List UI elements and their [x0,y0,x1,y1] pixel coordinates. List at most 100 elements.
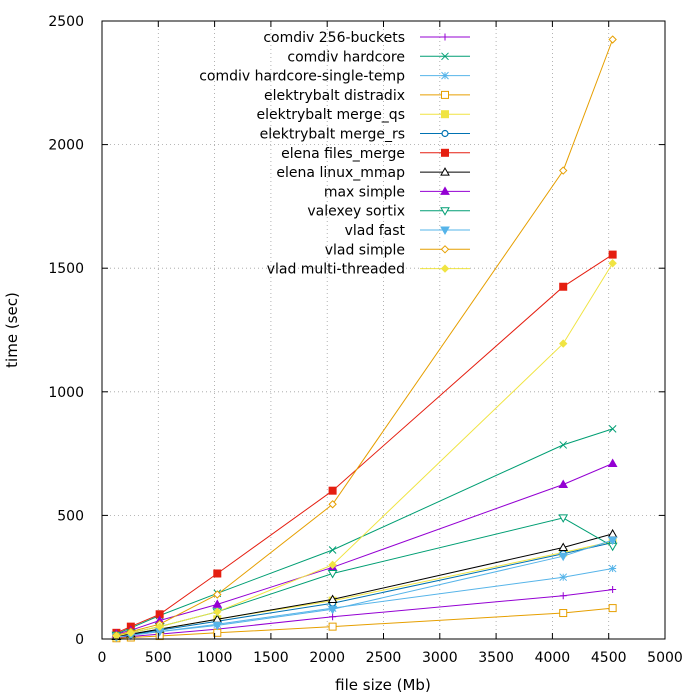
data-point [327,569,338,579]
data-point [559,282,568,291]
legend-label: vlad multi-threaded [267,262,405,278]
series-elena-linux-mmap [111,528,618,641]
y-tick-label: 2500 [48,14,84,30]
legend-item: elektrybalt distradix [264,88,470,104]
legend-label: comdiv 256-buckets [263,30,405,46]
data-point [328,622,337,631]
series-line [116,542,613,638]
data-point [440,186,450,195]
x-axis-title: file size (Mb) [335,676,431,694]
data-point [607,536,618,546]
series-line [116,428,613,635]
legend-label: comdiv hardcore-single-temp [199,69,405,85]
data-point [441,33,449,41]
series-elektrybalt-distradix [112,604,617,643]
data-point [441,52,449,61]
series-max-simple [111,458,618,638]
legend-item: max simple [324,184,470,200]
data-point [329,613,337,621]
legend-item: elena files_merge [281,146,470,162]
series-comdiv-hardcore-single-temp [112,564,617,641]
y-tick-label: 0 [75,632,84,648]
x-tick-label: 4500 [591,650,627,666]
series-line [116,607,613,639]
data-point [440,245,450,254]
data-point [440,207,450,216]
data-point [608,604,617,613]
x-tick-label: 500 [145,650,172,666]
data-point [608,259,617,268]
data-point [559,573,568,582]
legend-label: elena files_merge [281,146,405,162]
data-point [558,542,569,552]
legend-label: elektrybalt distradix [264,88,405,104]
data-point [440,167,450,176]
legend-label: vlad fast [345,223,406,239]
data-point [558,552,569,562]
data-point [440,226,450,236]
legend-item: elektrybalt merge_rs [260,127,470,143]
data-point [155,622,164,631]
x-tick-label: 3500 [478,650,514,666]
y-tick-label: 2000 [48,138,84,154]
data-point [559,441,568,449]
data-point [441,90,449,99]
data-point [607,458,618,467]
data-point [559,609,568,618]
data-point [608,425,617,433]
series-line [116,539,613,638]
x-tick-label: 1500 [253,650,289,666]
y-tick-label: 1000 [48,385,84,401]
series-vlad-multi-threaded [112,259,617,641]
data-point [609,586,617,594]
legend-item: valexey sortix [307,204,470,220]
data-point [112,631,121,641]
series-comdiv-hardcore [112,425,617,638]
y-tick-label: 500 [57,508,84,524]
data-point [608,250,617,259]
data-point [126,628,136,638]
axis-ticks: 0 500 1000 1500 2000 2500 3000 3500 4000 4500 5000… [48,14,682,666]
data-point [327,594,338,603]
data-point [441,148,449,157]
x-tick-label: 2000 [309,650,345,666]
data-point [607,528,618,538]
legend-item: comdiv hardcore-single-temp [199,69,470,85]
series-elena-files-merge [112,250,617,637]
data-point [327,605,338,615]
data-point [212,599,223,608]
data-point [559,339,568,348]
legend-label: valexey sortix [307,204,405,220]
series-layer [111,35,618,643]
data-point [559,592,567,600]
legend-item: comdiv 256-buckets [263,30,470,46]
data-point [328,546,337,554]
data-point [213,569,222,578]
y-axis-title: time (sec) [3,292,21,368]
data-point [441,71,449,80]
legend-label: vlad simple [325,242,405,258]
data-point [558,479,569,488]
series-line [116,568,613,638]
legend-item: elektrybalt merge_qs [257,107,470,123]
x-tick-label: 4000 [535,650,571,666]
legend-label: elektrybalt merge_qs [257,107,406,123]
x-tick-label: 0 [98,650,107,666]
data-point [441,129,449,138]
legend: comdiv 256-buckets comdiv hardcore comdiv … [199,30,470,278]
data-point [213,590,222,599]
data-point [213,607,222,617]
data-point [559,166,568,175]
data-point [608,35,617,44]
data-point [440,264,450,273]
legend-item: vlad fast [345,223,470,239]
legend-item: vlad multi-threaded [267,262,470,278]
data-point [328,560,337,570]
series-line [116,254,613,634]
data-point [328,500,337,509]
x-tick-label: 5000 [647,650,683,666]
grid [102,21,665,639]
y-tick-label: 1500 [48,261,84,277]
legend-label: max simple [324,184,405,200]
